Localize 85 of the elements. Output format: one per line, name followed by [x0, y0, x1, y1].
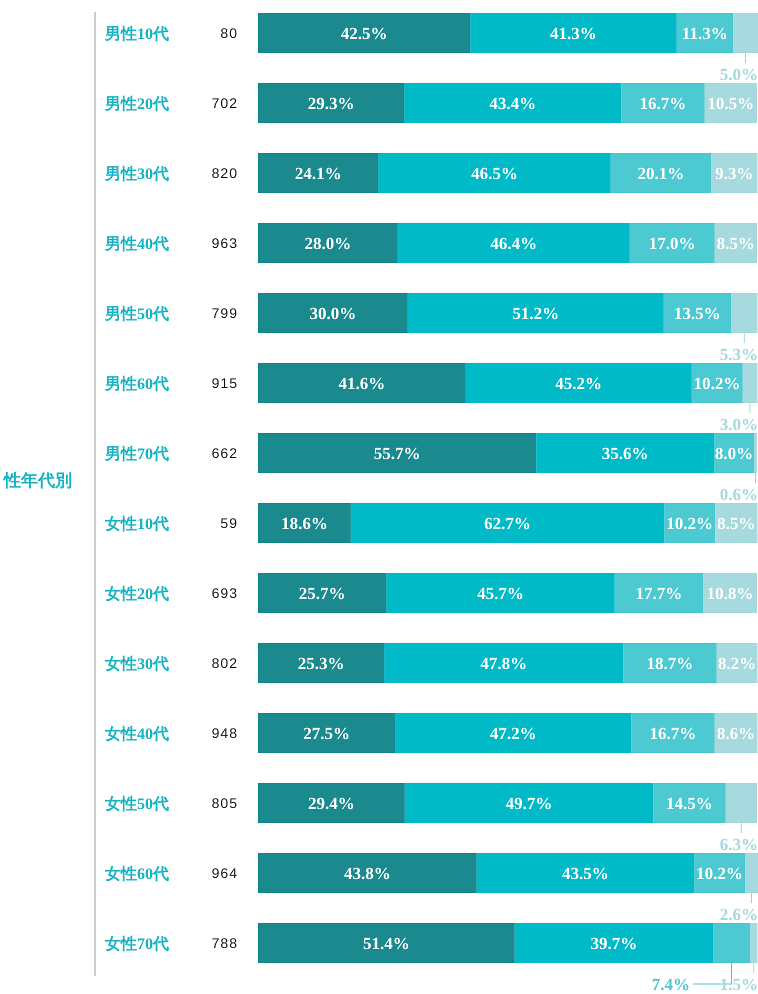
y-tick-label: 女性60代 — [104, 865, 169, 883]
data-label: 49.7% — [506, 794, 552, 813]
text: 820 — [212, 165, 238, 181]
data-label: 43.8% — [344, 864, 391, 883]
data-label: 16.7% — [639, 94, 686, 113]
y-tick-label: 女性20代 — [104, 585, 169, 603]
y-tick-label: 男性30代 — [104, 165, 169, 183]
text: 802 — [212, 655, 238, 671]
data-label: 46.5% — [471, 164, 518, 183]
text: 702 — [212, 95, 238, 111]
data-label: 42.5% — [340, 24, 388, 43]
data-label: 45.7% — [477, 584, 524, 603]
text: 80 — [220, 25, 238, 41]
data-label: 8.5% — [716, 234, 755, 253]
y-axis-title: 性年代別 — [3, 471, 72, 490]
data-label: 25.7% — [298, 584, 346, 603]
data-label: 16.7% — [649, 724, 696, 743]
data-label: 6.3% — [720, 835, 758, 854]
data-label: 2.6% — [720, 905, 758, 924]
data-label: 10.8% — [706, 584, 754, 603]
data-label: 5.0% — [720, 65, 758, 84]
data-label: 51.2% — [512, 304, 560, 323]
data-label: 62.7% — [484, 514, 531, 533]
data-label: 18.7% — [646, 654, 694, 673]
data-label: 17.0% — [648, 234, 696, 253]
y-tick-label: 女性40代 — [104, 725, 169, 743]
data-label: 18.6% — [281, 514, 328, 533]
y-tick-label: 男性20代 — [104, 95, 169, 113]
data-label: 29.4% — [308, 794, 355, 813]
data-label: 7.4% — [652, 975, 690, 994]
data-label: 10.2% — [666, 514, 713, 533]
data-label: 8.6% — [716, 724, 756, 743]
data-label: 39.7% — [590, 934, 638, 953]
text: 59 — [220, 515, 238, 531]
data-label: 55.7% — [374, 444, 420, 463]
data-label: 30.0% — [310, 304, 356, 323]
data-label: 13.5% — [674, 304, 721, 323]
text: 964 — [212, 865, 238, 881]
text: 963 — [212, 235, 238, 251]
data-label: 45.2% — [555, 374, 602, 393]
data-label: 47.8% — [480, 654, 528, 673]
data-label: 10.2% — [694, 374, 740, 393]
data-label: 8.2% — [718, 654, 756, 673]
data-label: 8.0% — [714, 444, 754, 463]
y-tick-label: 男性10代 — [104, 25, 169, 43]
data-label: 20.1% — [637, 164, 684, 183]
data-label: 41.6% — [338, 374, 386, 393]
data-label: 10.5% — [707, 94, 754, 113]
text: 788 — [212, 935, 238, 951]
data-label: 10.2% — [696, 864, 743, 883]
data-label: 5.3% — [720, 345, 758, 364]
data-label: 46.4% — [490, 234, 538, 253]
data-label: 25.3% — [298, 654, 345, 673]
y-tick-label: 男性60代 — [104, 375, 169, 393]
data-label: 41.3% — [550, 24, 597, 43]
data-label: 28.0% — [304, 234, 352, 253]
data-label: 27.5% — [303, 724, 350, 743]
text: 915 — [212, 375, 238, 391]
data-label: 9.3% — [715, 164, 754, 183]
data-label: 17.7% — [635, 584, 682, 603]
y-tick-label: 男性70代 — [104, 445, 169, 463]
data-label: 51.4% — [362, 934, 410, 953]
data-label: 8.5% — [717, 514, 756, 533]
y-tick-label: 女性50代 — [104, 795, 169, 813]
data-label: 24.1% — [294, 164, 342, 183]
text: 805 — [212, 795, 238, 811]
data-label: 3.0% — [720, 415, 758, 434]
data-label: 43.5% — [562, 864, 609, 883]
text: 799 — [212, 305, 238, 321]
text: 948 — [212, 725, 238, 741]
data-label: 11.3% — [682, 24, 728, 43]
data-label: 14.5% — [666, 794, 713, 813]
y-tick-label: 女性70代 — [104, 935, 169, 953]
data-label: 0.6% — [720, 485, 758, 504]
data-label: 43.4% — [489, 94, 536, 113]
y-tick-label: 男性40代 — [104, 235, 169, 253]
data-label: 47.2% — [490, 724, 537, 743]
data-label: 29.3% — [308, 94, 355, 113]
y-tick-label: 女性30代 — [104, 655, 169, 673]
y-tick-label: 女性10代 — [104, 515, 169, 533]
text: 662 — [212, 445, 238, 461]
data-label: 1.5% — [720, 975, 758, 994]
data-label: 35.6% — [602, 444, 649, 463]
text: 693 — [212, 585, 238, 601]
y-tick-label: 男性50代 — [104, 305, 169, 323]
